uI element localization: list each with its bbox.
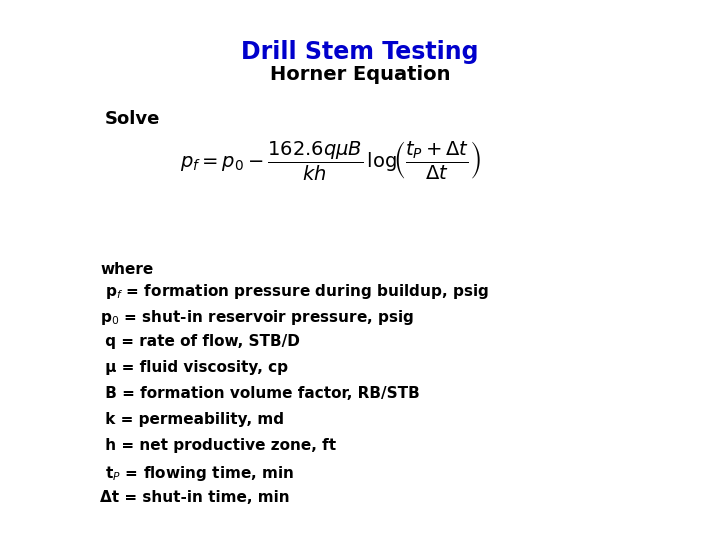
Text: μ = fluid viscosity, cp: μ = fluid viscosity, cp [100,360,288,375]
Text: Δt = shut-in time, min: Δt = shut-in time, min [100,490,289,505]
Text: p$_0$ = shut-in reservoir pressure, psig: p$_0$ = shut-in reservoir pressure, psig [100,308,414,327]
Text: $p_f = p_0 - \dfrac{162.6q\mu B}{kh}\,\mathrm{log}\!\left(\dfrac{t_P + \Delta t}: $p_f = p_0 - \dfrac{162.6q\mu B}{kh}\,\m… [180,140,480,183]
Text: Solve: Solve [105,110,161,128]
Text: B = formation volume factor, RB/STB: B = formation volume factor, RB/STB [100,386,420,401]
Text: Drill Stem Testing: Drill Stem Testing [241,40,479,64]
Text: t$_P$ = flowing time, min: t$_P$ = flowing time, min [100,464,294,483]
Text: q = rate of flow, STB/D: q = rate of flow, STB/D [100,334,300,349]
Text: where: where [100,262,153,277]
Text: Horner Equation: Horner Equation [270,65,450,84]
Text: h = net productive zone, ft: h = net productive zone, ft [100,438,336,453]
Text: k = permeability, md: k = permeability, md [100,412,284,427]
Text: p$_f$ = formation pressure during buildup, psig: p$_f$ = formation pressure during buildu… [100,282,490,301]
